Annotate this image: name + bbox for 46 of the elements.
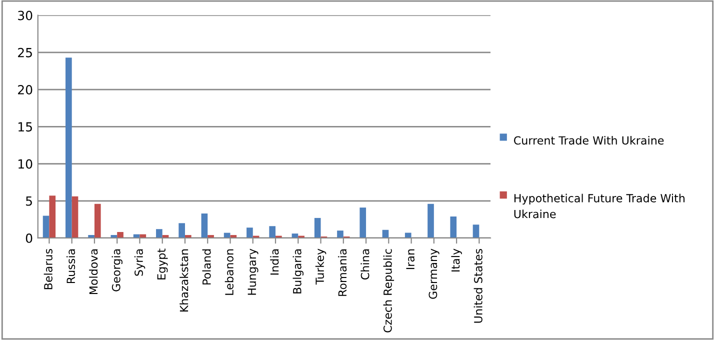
bar	[66, 58, 72, 238]
bar	[178, 223, 185, 238]
x-tick-label: Iran	[406, 249, 415, 270]
bar	[337, 230, 344, 238]
x-tick-label: Bulgaria	[292, 249, 304, 294]
bar	[72, 196, 78, 238]
x-tick-label: Lebanon	[224, 249, 234, 295]
x-tick-label: Hungary	[248, 248, 258, 295]
bar	[360, 208, 366, 238]
bar	[450, 216, 457, 238]
bar	[428, 204, 434, 238]
legend-label: Hypothetical Future Trade With Ukraine	[514, 194, 684, 218]
bar	[117, 232, 124, 238]
bar	[94, 204, 101, 238]
bar	[246, 228, 253, 238]
x-tick-label: Romania	[338, 249, 347, 296]
x-tick-label: Belarus	[44, 248, 52, 290]
y-tick-label: 25	[18, 48, 32, 58]
x-tick-label: Italy	[451, 248, 462, 272]
x-tick-label: United States	[474, 248, 482, 323]
bar	[269, 226, 276, 238]
x-tick-label: Georgia	[112, 249, 122, 292]
x-tick-label: Egypt	[157, 248, 168, 280]
x-tick-label: Germany	[428, 248, 440, 299]
x-tick-label: Moldova	[89, 249, 98, 294]
y-tick-label: 10	[18, 159, 32, 169]
y-tick-label: 20	[18, 85, 32, 94]
x-tick-label: China	[360, 249, 370, 280]
bar	[156, 229, 162, 238]
y-tick-label: 5	[26, 196, 32, 206]
x-tick-label: Russia	[66, 249, 76, 284]
x-tick-label: Poland	[202, 249, 211, 284]
x-tick-label: India	[270, 249, 279, 275]
y-tick-label: 0	[26, 233, 32, 243]
bar	[42, 216, 50, 238]
bar	[472, 224, 480, 238]
x-tick-label: Turkey	[315, 248, 326, 285]
legend-label: Current Trade With Ukraine	[514, 136, 664, 145]
bar	[314, 218, 321, 238]
bar	[49, 196, 56, 238]
x-tick-label: Czech Republic	[383, 249, 394, 332]
y-tick-label: 30	[18, 10, 32, 20]
x-tick-label: Syria	[134, 249, 146, 276]
bar	[201, 214, 208, 238]
y-tick-label: 15	[18, 122, 32, 132]
x-tick-label: Khazakstan	[180, 249, 188, 312]
